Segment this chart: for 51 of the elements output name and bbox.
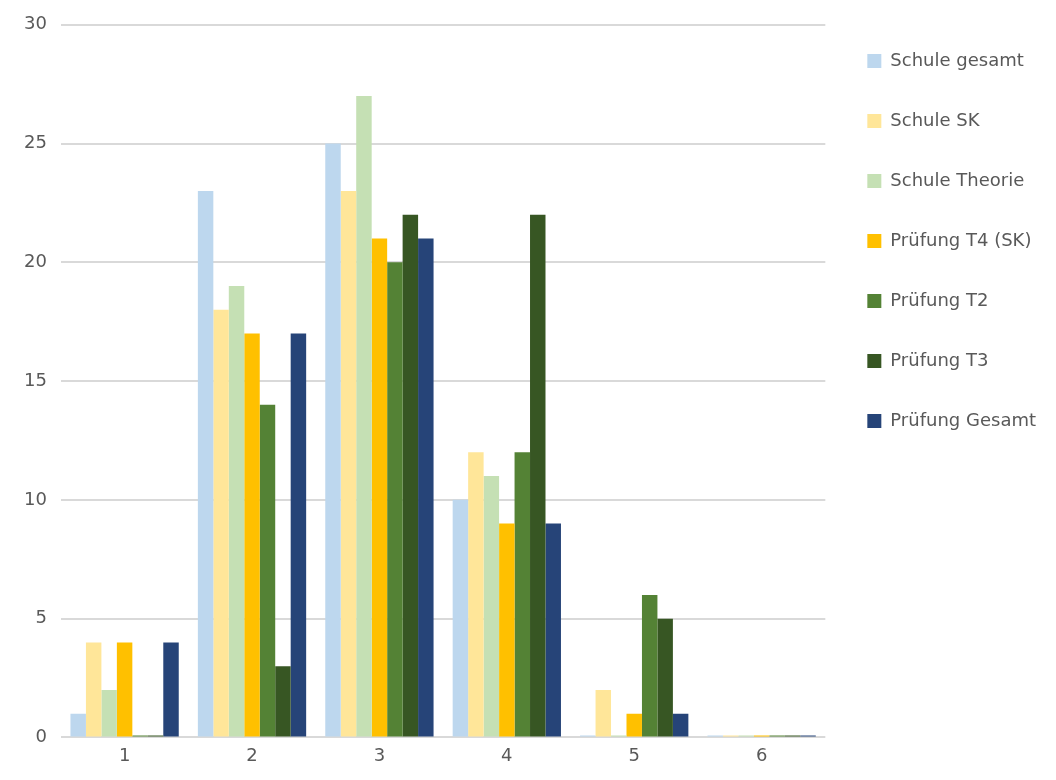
- bar: [197, 191, 214, 737]
- bar: [85, 642, 102, 737]
- legend-label: Prüfung T2: [890, 288, 989, 310]
- y-tick-label: 25: [24, 131, 47, 153]
- bar: [387, 262, 403, 737]
- bar: [325, 143, 341, 737]
- bar: [626, 713, 642, 737]
- bar: [228, 286, 245, 737]
- bar: [116, 642, 133, 737]
- bar: [483, 476, 500, 737]
- bar: [70, 713, 86, 737]
- x-tick-label: 2: [246, 743, 258, 765]
- bar: [530, 214, 546, 737]
- bar: [213, 309, 229, 737]
- x-tick-label: 4: [501, 743, 513, 765]
- bar: [468, 452, 484, 737]
- bar: [657, 618, 673, 737]
- bar: [244, 333, 260, 737]
- bar: [641, 594, 658, 737]
- bar: [340, 191, 357, 737]
- x-tick-label: 1: [118, 743, 131, 765]
- bar: [101, 689, 117, 737]
- bar: [595, 689, 612, 737]
- y-tick-label: 10: [24, 487, 47, 509]
- bar: [371, 238, 388, 737]
- bar: [452, 499, 469, 737]
- y-tick-label: 5: [35, 606, 47, 628]
- bar: [418, 238, 434, 737]
- bar: [275, 666, 291, 737]
- legend-label: Schule gesamt: [890, 48, 1024, 70]
- bar: [402, 214, 419, 737]
- bar: [499, 523, 515, 737]
- bar: [672, 713, 689, 737]
- y-tick-label: 15: [24, 368, 47, 390]
- bar: [545, 523, 561, 737]
- legend-label: Prüfung Gesamt: [890, 408, 1036, 430]
- x-tick-label: 3: [373, 743, 386, 765]
- legend-label: Schule Theorie: [890, 168, 1025, 190]
- bar: [259, 404, 276, 737]
- x-tick-label: 6: [755, 743, 768, 765]
- y-tick-label: 0: [35, 725, 47, 747]
- bar: [514, 452, 531, 737]
- legend-label: Prüfung T4 (SK): [890, 228, 1032, 250]
- legend-label: Prüfung T3: [890, 348, 989, 370]
- y-tick-label: 20: [24, 250, 47, 272]
- x-tick-label: 5: [628, 743, 640, 765]
- bar: [356, 96, 372, 737]
- legend-label: Schule SK: [890, 108, 981, 130]
- y-tick-label: 30: [24, 12, 47, 34]
- bar: [163, 642, 179, 737]
- bar: [290, 333, 307, 737]
